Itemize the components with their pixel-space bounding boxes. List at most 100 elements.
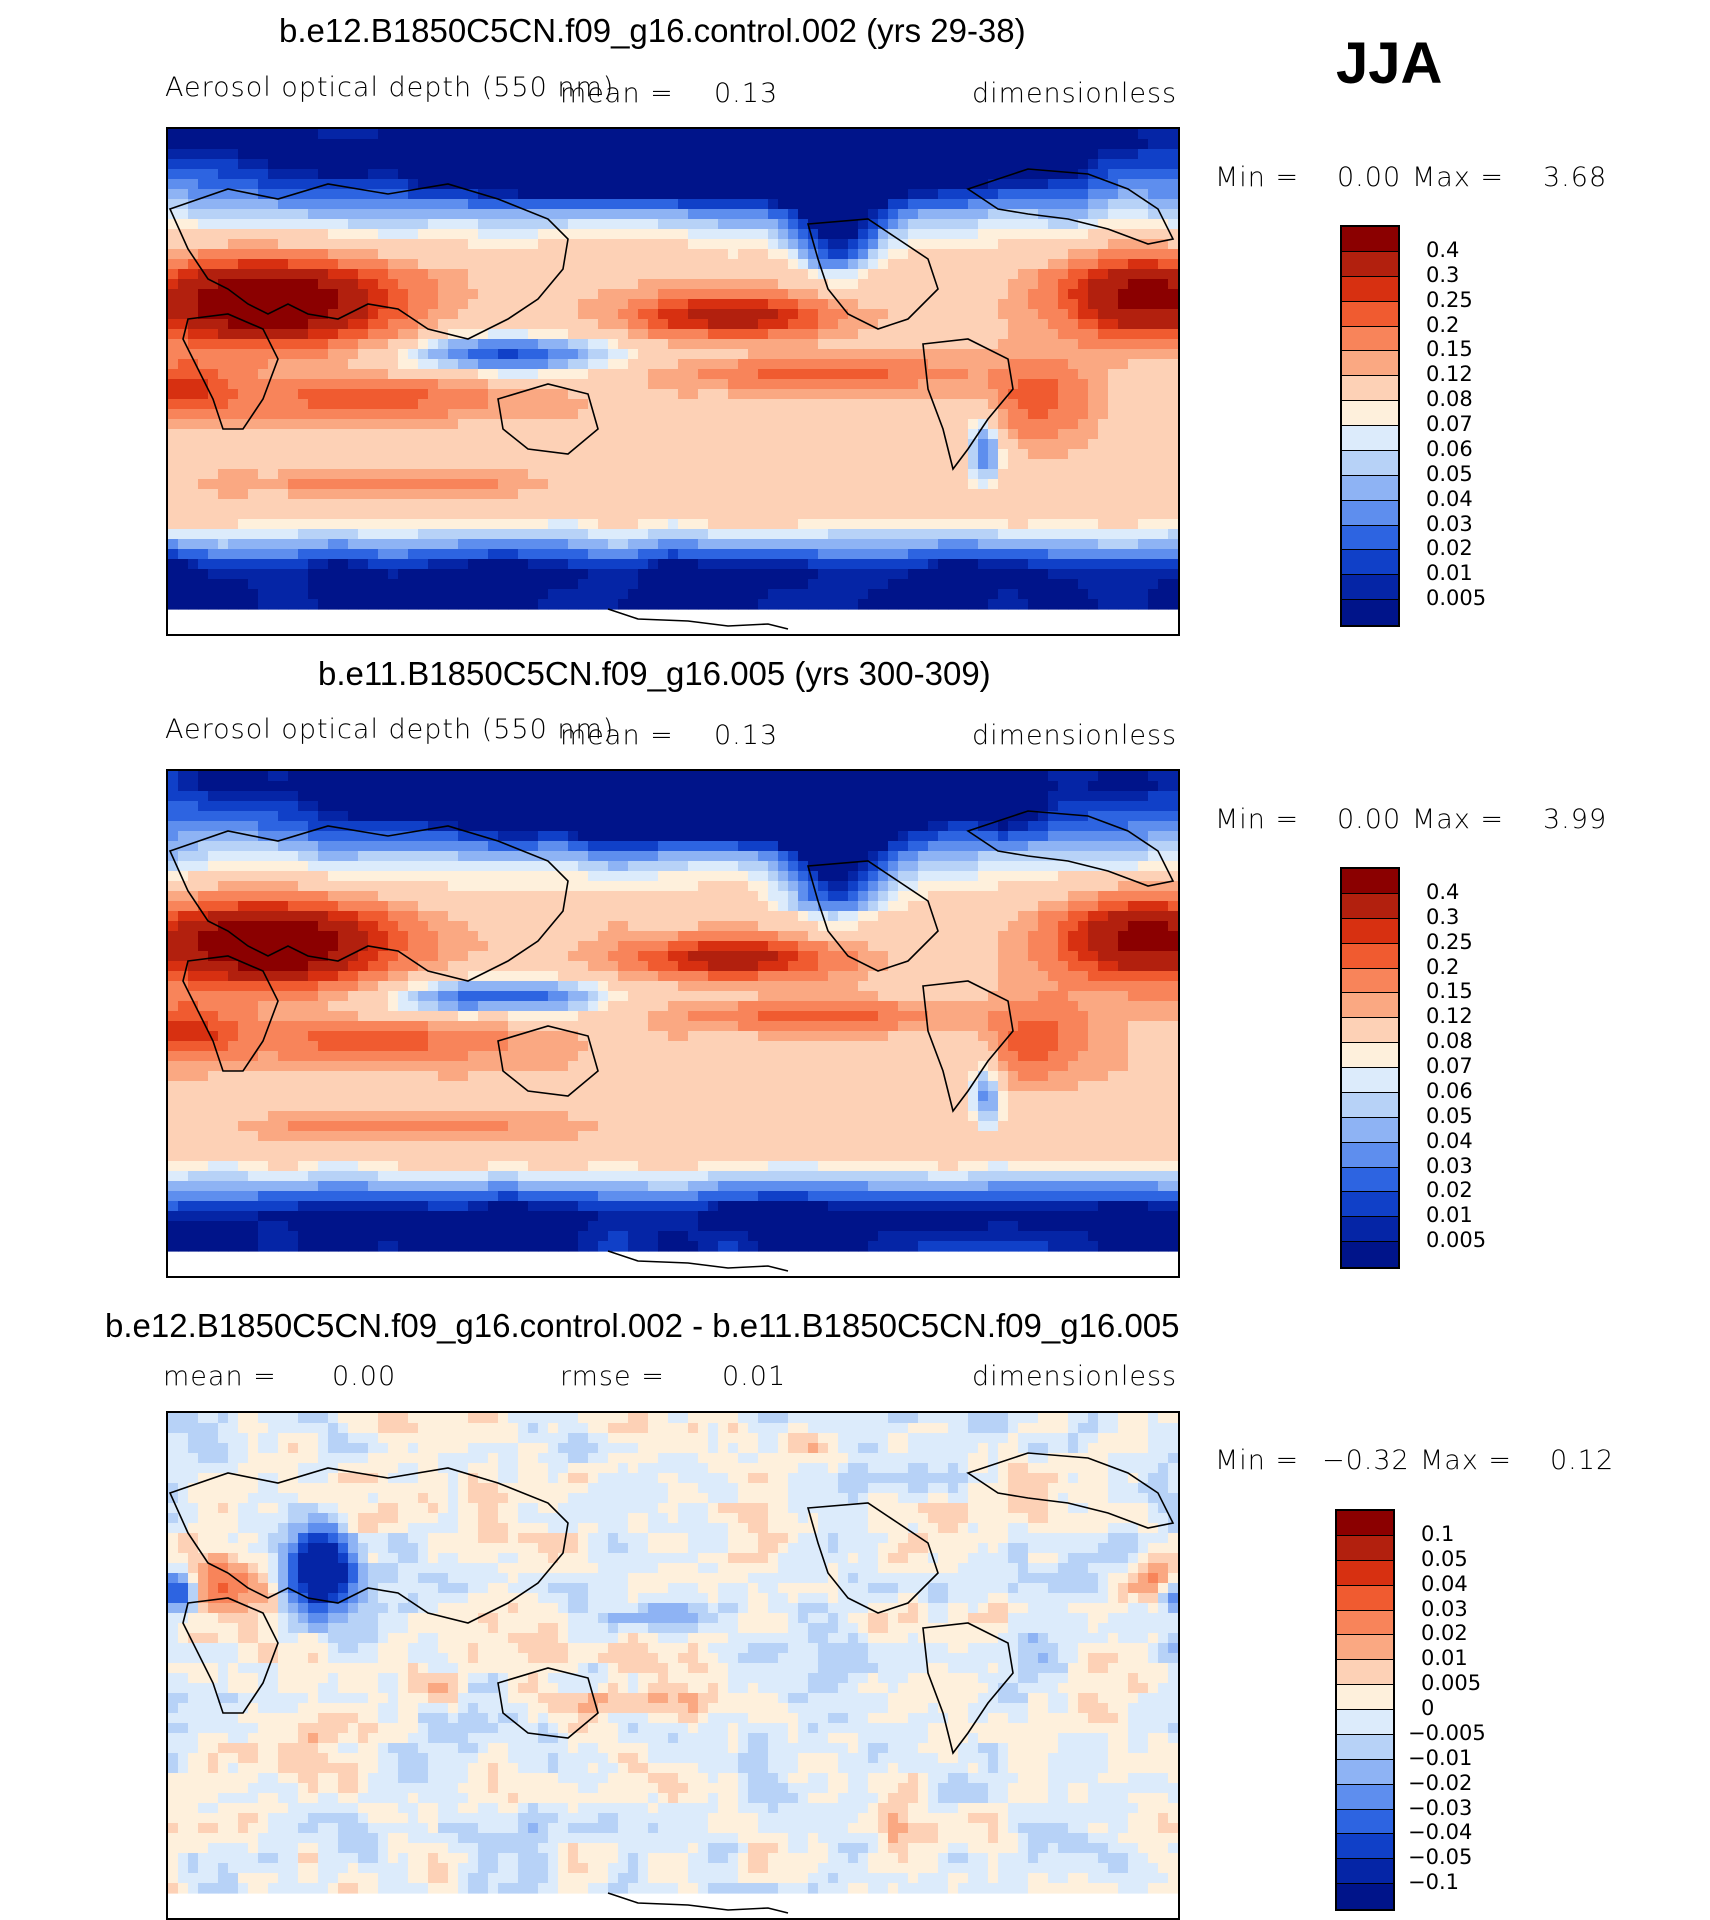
field-cell — [878, 449, 889, 460]
field-cell — [308, 279, 319, 290]
field-cell — [518, 349, 529, 360]
colorbar-segment — [1342, 550, 1398, 576]
field-cell — [1068, 599, 1079, 610]
field-cell — [1078, 149, 1089, 160]
field-cell — [468, 379, 479, 390]
field-cell — [328, 209, 339, 220]
field-cell — [918, 771, 929, 782]
field-cell — [488, 329, 499, 340]
field-cell — [1168, 239, 1178, 250]
field-cell — [448, 219, 459, 230]
field-cell — [238, 339, 249, 350]
field-cell — [168, 499, 179, 510]
field-cell — [1008, 559, 1019, 570]
field-cell — [198, 209, 209, 220]
field-cell — [218, 239, 229, 250]
field-cell — [938, 589, 949, 600]
field-cell — [368, 369, 379, 380]
field-cell — [268, 429, 279, 440]
field-cell — [288, 329, 299, 340]
field-cell — [848, 219, 859, 230]
field-cell — [238, 579, 249, 590]
field-cell — [1148, 349, 1159, 360]
field-cell — [778, 149, 789, 160]
field-cell — [868, 369, 879, 380]
field-cell — [208, 279, 219, 290]
field-cell — [278, 499, 289, 510]
field-cell — [208, 319, 219, 330]
field-cell — [918, 589, 929, 600]
field-cell — [598, 519, 609, 530]
field-cell — [858, 579, 869, 590]
field-cell — [558, 319, 569, 330]
field-cell — [538, 479, 549, 490]
field-cell — [518, 319, 529, 330]
field-cell — [598, 329, 609, 340]
field-cell — [1118, 409, 1129, 420]
field-cell — [348, 219, 359, 230]
field-cell — [358, 329, 369, 340]
field-cell — [348, 339, 359, 350]
field-cell — [638, 169, 649, 180]
field-cell — [488, 379, 499, 390]
field-cell — [488, 771, 499, 782]
field-cell — [568, 189, 579, 200]
field-cell — [978, 219, 989, 230]
field-cell — [718, 209, 729, 220]
field-cell — [558, 469, 569, 480]
field-cell — [898, 559, 909, 570]
field-cell — [498, 289, 509, 300]
field-cell — [228, 149, 239, 160]
field-cell — [398, 589, 409, 600]
field-cell — [598, 309, 609, 320]
field-cell — [1068, 549, 1079, 560]
field-cell — [808, 309, 819, 320]
field-cell — [478, 499, 489, 510]
field-cell — [908, 569, 919, 580]
field-cell — [328, 219, 339, 230]
field-cell — [318, 309, 329, 320]
field-cell — [658, 289, 669, 300]
field-cell — [338, 579, 349, 590]
field-cell — [1068, 429, 1079, 440]
field-cell — [658, 399, 669, 410]
field-cell — [808, 249, 819, 260]
field-cell — [938, 279, 949, 290]
field-cell — [488, 209, 499, 220]
field-cell — [398, 559, 409, 570]
field-cell — [988, 269, 999, 280]
field-cell — [548, 519, 559, 530]
field-cell — [1018, 149, 1029, 160]
field-cell — [1018, 579, 1029, 590]
field-cell — [1018, 229, 1029, 240]
field-cell — [808, 199, 819, 210]
field-cell — [228, 329, 239, 340]
field-cell — [328, 309, 339, 320]
field-cell — [378, 399, 389, 410]
field-cell — [198, 479, 209, 490]
field-cell — [448, 159, 459, 170]
field-cell — [958, 259, 969, 270]
field-cell — [168, 199, 179, 210]
field-cell — [908, 469, 919, 480]
field-cell — [478, 439, 489, 450]
field-cell — [188, 559, 199, 570]
field-cell — [388, 439, 399, 450]
field-cell — [418, 419, 429, 430]
field-cell — [608, 771, 619, 782]
field-cell — [838, 339, 849, 350]
field-cell — [578, 279, 589, 290]
field-cell — [208, 781, 219, 792]
field-cell — [1168, 559, 1178, 570]
field-cell — [498, 599, 509, 610]
field-cell — [238, 319, 249, 330]
field-cell — [328, 489, 339, 500]
field-cell — [1128, 219, 1139, 230]
field-cell — [288, 249, 299, 260]
field-cell — [1098, 399, 1109, 410]
field-cell — [428, 269, 439, 280]
field-cell — [558, 399, 569, 410]
field-cell — [1018, 469, 1029, 480]
field-cell — [718, 169, 729, 180]
field-cell — [258, 209, 269, 220]
